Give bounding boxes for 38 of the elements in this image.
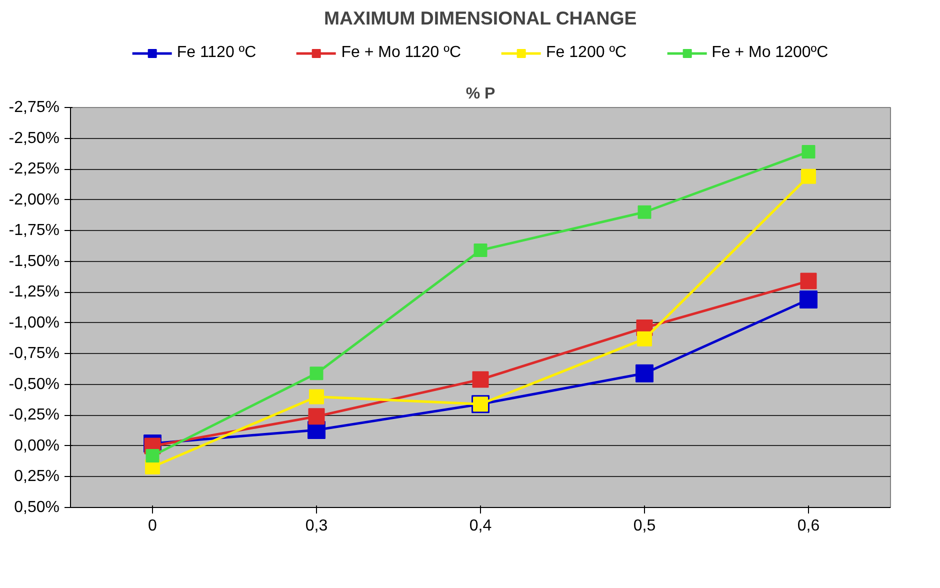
point [308, 408, 325, 425]
point [310, 366, 324, 380]
y-tick-label: -1,75% [8, 222, 60, 240]
y-tick-label: -1,25% [8, 284, 60, 301]
point [472, 371, 489, 388]
y-tick-label: 0,00% [14, 437, 60, 454]
legend-label: Fe + Mo 1120 ºC [341, 44, 462, 62]
point [638, 205, 652, 219]
y-tick-label: -2,75% [8, 99, 60, 116]
y-tick-label: -2,25% [8, 160, 60, 178]
point [146, 449, 160, 463]
y-tick-label: -2,50% [8, 130, 60, 147]
y-tick-label: 0,50% [14, 499, 60, 516]
x-tick-label: 0,4 [469, 518, 492, 534]
x-tick-label: 0 [148, 518, 158, 534]
point [800, 290, 818, 308]
point [801, 168, 816, 184]
point [474, 244, 488, 258]
chart-title: MAXIMUM DIMENSIONAL CHANGE [324, 8, 637, 28]
x-tick-label: 0,3 [305, 518, 328, 534]
legend-label: Fe + Mo 1200ºC [712, 44, 828, 62]
point [800, 272, 817, 290]
legend-label: Fe 1120 ºC [176, 44, 256, 62]
y-tick-label: -0,25% [8, 406, 60, 424]
x-axis-title: % P [466, 86, 496, 102]
y-tick-label: -0,75% [8, 345, 60, 362]
y-tick-label: 0,25% [14, 468, 60, 486]
x-tick-label: 0,5 [633, 518, 656, 534]
y-tick-label: -2,00% [8, 191, 60, 208]
point [636, 364, 654, 382]
y-tick-label: -1,50% [8, 252, 60, 270]
point [309, 389, 324, 404]
point [802, 145, 816, 159]
y-tick-label: -0,50% [8, 376, 60, 393]
point [637, 331, 652, 346]
y-tick-label: -1,00% [8, 314, 60, 332]
legend-label: Fe 1200 ºC [546, 44, 627, 62]
x-tick-label: 0,6 [797, 518, 820, 534]
